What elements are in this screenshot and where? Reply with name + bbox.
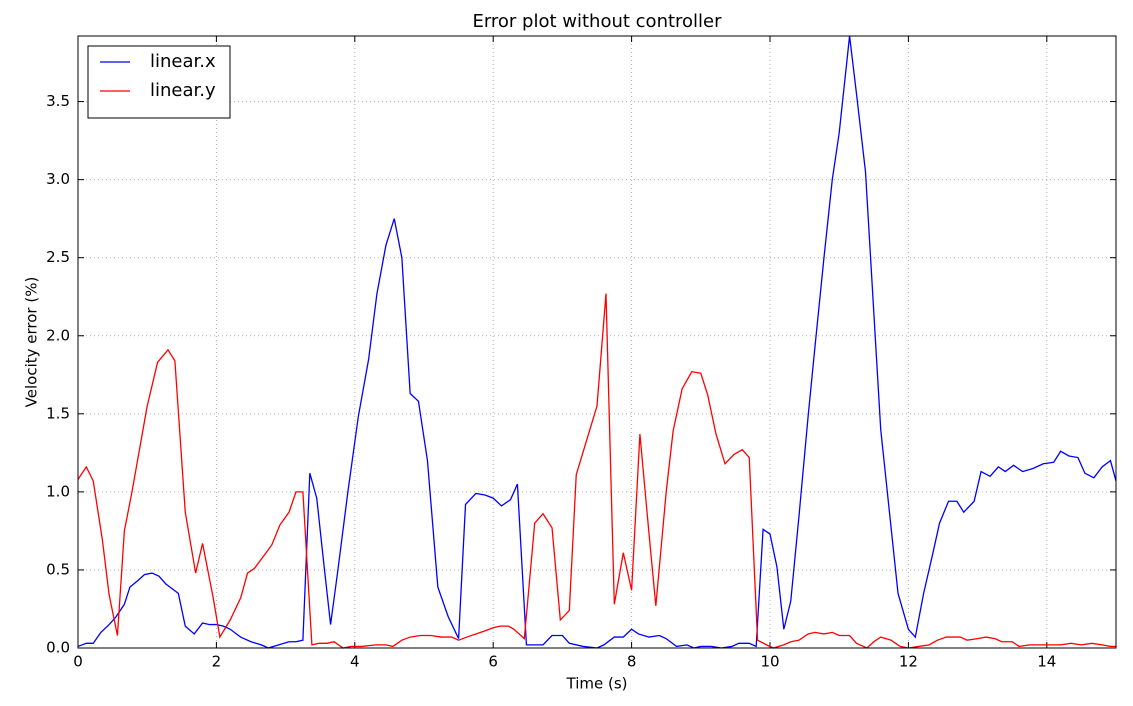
x-tick-label: 2 (212, 653, 222, 671)
x-tick-label: 8 (627, 653, 637, 671)
y-tick-label: 2.5 (46, 248, 70, 266)
data-line (77, 293, 1116, 649)
legend-label: linear.y (150, 80, 216, 101)
plot-frame (77, 35, 1117, 649)
y-axis-label: Velocity error (%) (23, 277, 41, 408)
data-line (77, 35, 1117, 649)
y-tick-label: 1.0 (46, 482, 70, 500)
x-tick-label: 6 (488, 653, 498, 671)
x-tick-label: 12 (899, 653, 918, 671)
x-tick-label: 10 (760, 653, 779, 671)
x-axis-label: Time (s) (566, 675, 628, 693)
x-tick-label: 0 (73, 653, 83, 671)
y-tick-label: 1.5 (46, 404, 70, 422)
y-tick-label: 0.0 (46, 639, 70, 657)
legend-box (87, 45, 231, 119)
y-tick-label: 3.0 (46, 170, 70, 188)
y-tick-label: 2.0 (46, 326, 70, 344)
legend-label: linear.x (150, 51, 216, 72)
x-tick-label: 4 (350, 653, 360, 671)
chart-title: Error plot without controller (472, 11, 722, 32)
y-tick-label: 3.5 (46, 92, 70, 110)
y-tick-label: 0.5 (46, 560, 70, 578)
x-tick-label: 14 (1037, 653, 1056, 671)
